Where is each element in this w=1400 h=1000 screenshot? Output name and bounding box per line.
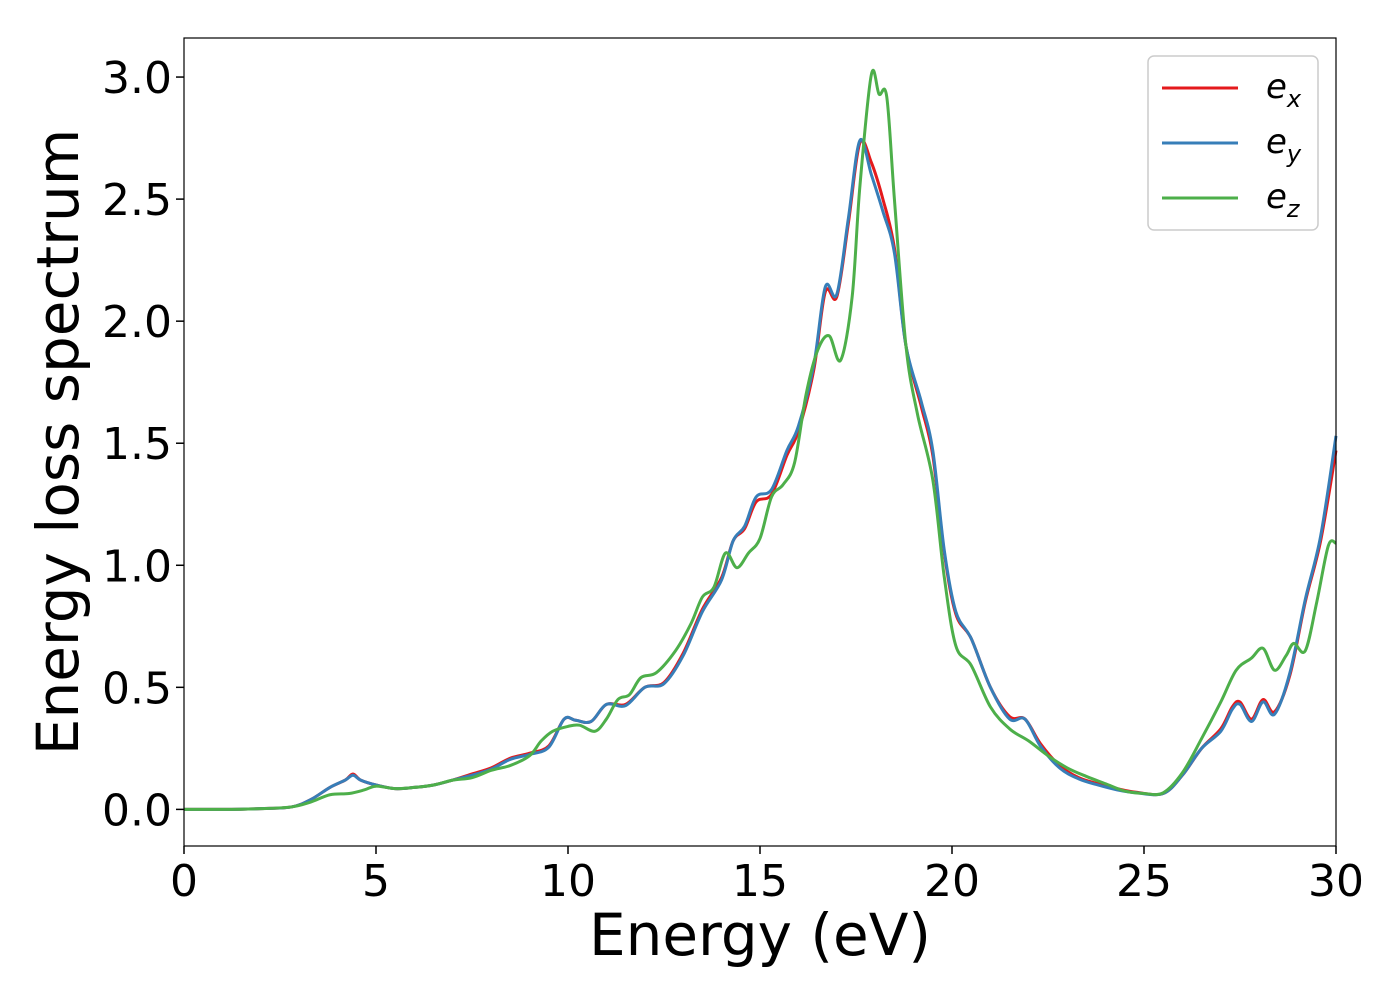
y-tick-label: 2.0 (102, 297, 172, 348)
series-layer (183, 69, 1338, 811)
x-tick-label: 0 (170, 856, 198, 907)
legend-label-e-z: ez (1266, 177, 1301, 223)
x-tick-label: 15 (732, 856, 788, 907)
legend-label-base: e (1266, 122, 1287, 162)
y-axis-label: Energy loss spectrum (24, 129, 92, 755)
plot-area (184, 38, 1336, 846)
x-tick-label: 20 (924, 856, 980, 907)
legend-label-e-x: ex (1266, 67, 1302, 113)
x-tick-label: 30 (1308, 856, 1364, 907)
y-tick-label: 0.5 (102, 663, 172, 714)
y-axis: 0.0 0.5 1.0 1.5 2.0 2.5 3.0 (102, 53, 184, 836)
legend-label-e-y: ey (1266, 122, 1302, 168)
x-tick-label: 25 (1116, 856, 1172, 907)
x-axis-label: Energy (eV) (589, 901, 931, 969)
y-tick-label: 3.0 (102, 53, 172, 104)
legend-label-base: e (1266, 177, 1287, 217)
legend-label-subscript: y (1286, 140, 1302, 168)
x-tick-label: 5 (362, 856, 390, 907)
x-tick-label: 10 (540, 856, 596, 907)
legend-label-base: e (1266, 67, 1287, 107)
x-axis: 0 5 10 15 20 25 30 (170, 846, 1364, 907)
y-tick-label: 0.0 (102, 785, 172, 836)
y-tick-label: 1.0 (102, 541, 172, 592)
y-tick-label: 2.5 (102, 175, 172, 226)
y-tick-label: 1.5 (102, 419, 172, 470)
legend-label-subscript: z (1286, 195, 1301, 223)
legend-label-subscript: x (1286, 85, 1302, 113)
series-line-e-z (183, 69, 1337, 811)
